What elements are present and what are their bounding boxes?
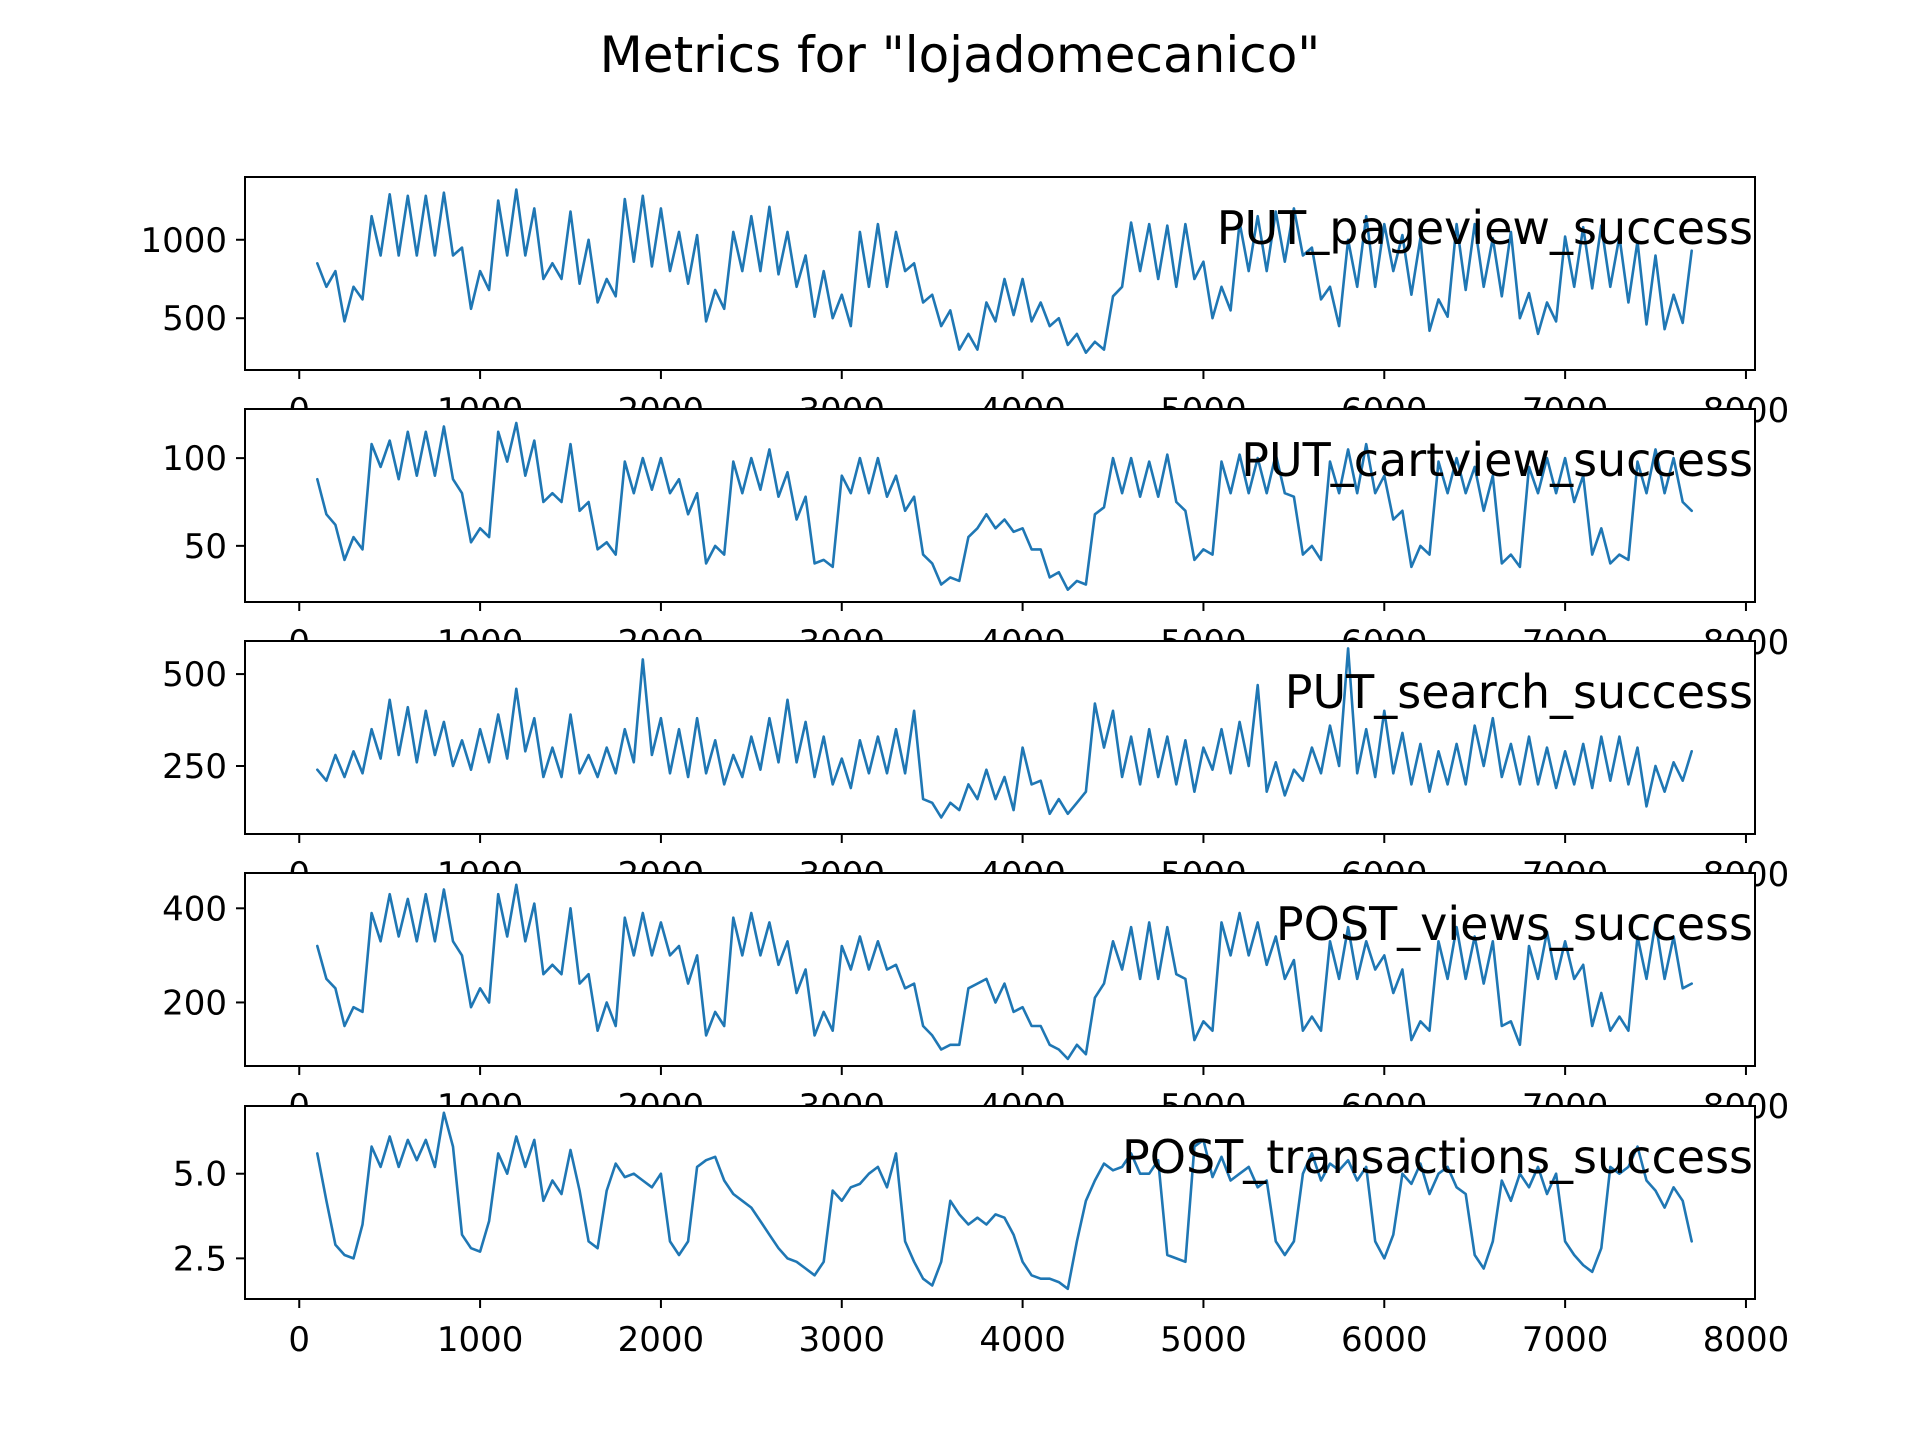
series-label: POST_transactions_success [1122, 1130, 1753, 1184]
x-tick-labels: 0 1000 2000 3000 4000 5000 6000 7000 8000 [288, 1320, 1789, 1360]
x-tick-marks [298, 602, 1747, 611]
x-tick-marks [298, 370, 1747, 379]
series-line-POST_transactions_success [315, 1111, 1693, 1291]
subplot-5: 0 1000 2000 3000 4000 5000 6000 7000 8000 2.5 5.0 P… [173, 1105, 1789, 1360]
series-label: POST_views_success [1276, 897, 1753, 951]
x-tick-label: 8000 [1703, 1320, 1790, 1360]
series-line-POST_views_success [315, 883, 1693, 1061]
y-axis: 50 100 [162, 439, 245, 567]
y-tick-label: 1000 [140, 221, 227, 261]
x-tick-marks [298, 1066, 1747, 1075]
x-tick-label: 2000 [618, 1320, 705, 1360]
x-tick-label: 1000 [437, 1320, 524, 1360]
subplot-4: 010002000300040005000600070008000200400P… [162, 872, 1789, 1127]
series-label: PUT_cartview_success [1241, 433, 1753, 487]
y-axis: 2.5 5.0 [173, 1155, 245, 1279]
chart-panels: 0100020003000400050006000700080005001000… [140, 176, 1789, 1360]
axes-frame [244, 640, 1756, 835]
y-axis: 200 400 [162, 889, 245, 1023]
series-line-PUT_pageview_success [315, 188, 1693, 355]
series-label: PUT_search_success [1285, 665, 1753, 719]
y-tick-label: 250 [162, 747, 227, 787]
figure-title: Metrics for "lojadomecanico" [600, 26, 1321, 84]
x-tick-label: 5000 [1160, 1320, 1247, 1360]
x-tick-label: 6000 [1341, 1320, 1428, 1360]
axes-frame [244, 1105, 1756, 1300]
x-tick-label: 7000 [1522, 1320, 1609, 1360]
y-tick-label: 400 [162, 889, 227, 929]
y-tick-label: 500 [162, 655, 227, 695]
y-tick-label: 2.5 [173, 1239, 227, 1279]
y-tick-label: 100 [162, 439, 227, 479]
series-line-PUT_cartview_success [315, 421, 1693, 592]
x-tick-marks [298, 834, 1747, 843]
series-label: PUT_pageview_success [1217, 201, 1753, 255]
x-tick-label: 3000 [799, 1320, 886, 1360]
y-tick-label: 500 [162, 299, 227, 339]
x-tick-label: 0 [288, 1320, 310, 1360]
y-axis: 250 500 [162, 655, 245, 787]
x-tick-label: 4000 [979, 1320, 1066, 1360]
x-tick-marks [298, 1299, 1747, 1308]
series-line-PUT_search_success [315, 647, 1693, 819]
y-tick-label: 50 [184, 527, 227, 567]
y-tick-label: 5.0 [173, 1155, 227, 1195]
y-axis: 500 1000 [140, 221, 245, 339]
y-tick-label: 200 [162, 983, 227, 1023]
